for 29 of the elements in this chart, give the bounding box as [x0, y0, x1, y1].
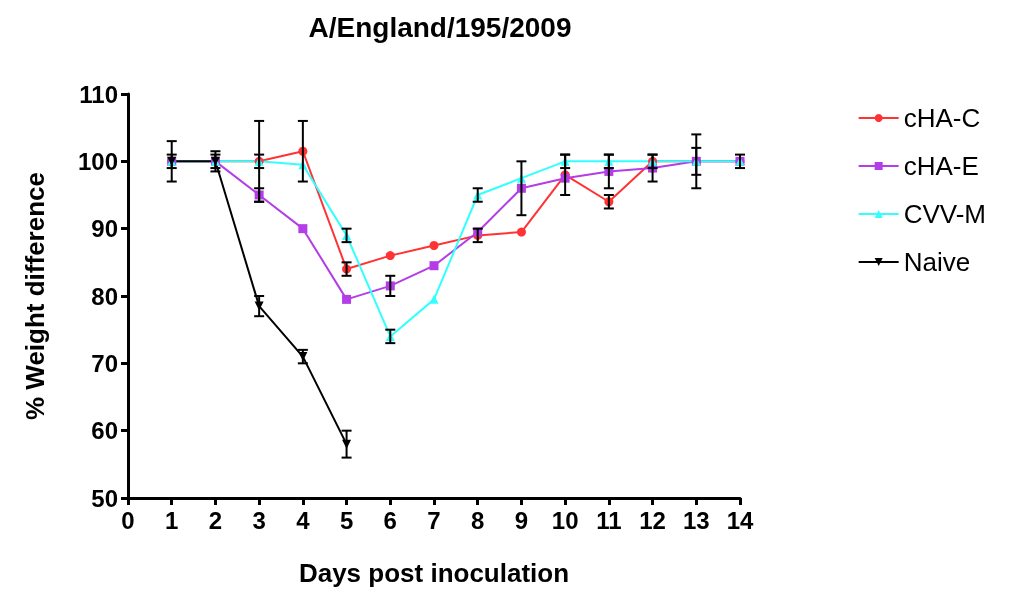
y-axis-title: % Weight difference: [20, 171, 50, 421]
legend-label: cHA-C: [903, 103, 981, 133]
legend-label: cHA-E: [903, 151, 979, 181]
x-tick-label: 2: [208, 506, 223, 534]
x-tick-label: 7: [427, 506, 441, 534]
x-tick-label: 8: [471, 506, 485, 534]
y-tick-label: 100: [77, 147, 118, 175]
x-tick-label: 12: [639, 506, 666, 534]
legend-label: CVV-M: [903, 199, 986, 229]
chart-title: A/England/195/2009: [308, 11, 572, 43]
y-tick-label: 60: [91, 417, 118, 445]
x-tick-label: 9: [514, 506, 529, 534]
x-tick-label: 0: [121, 506, 135, 534]
x-tick-label: 4: [296, 506, 311, 534]
x-tick-label: 10: [551, 506, 579, 534]
x-tick-label: 13: [682, 506, 710, 534]
y-tick-label: 110: [79, 80, 118, 108]
legend-label: Naive: [903, 247, 971, 277]
x-axis-title: Days post inoculation: [298, 558, 570, 588]
x-tick-label: 5: [339, 506, 354, 534]
y-tick-label: 50: [91, 484, 118, 512]
x-tick-label: 3: [252, 506, 266, 534]
y-tick-label: 90: [91, 215, 118, 243]
x-tick-label: 11: [596, 506, 622, 534]
y-tick-label: 70: [91, 349, 118, 377]
x-tick-label: 14: [726, 506, 754, 534]
x-tick-label: 1: [165, 506, 179, 534]
x-tick-label: 6: [383, 506, 397, 534]
y-tick-label: 80: [91, 282, 118, 310]
